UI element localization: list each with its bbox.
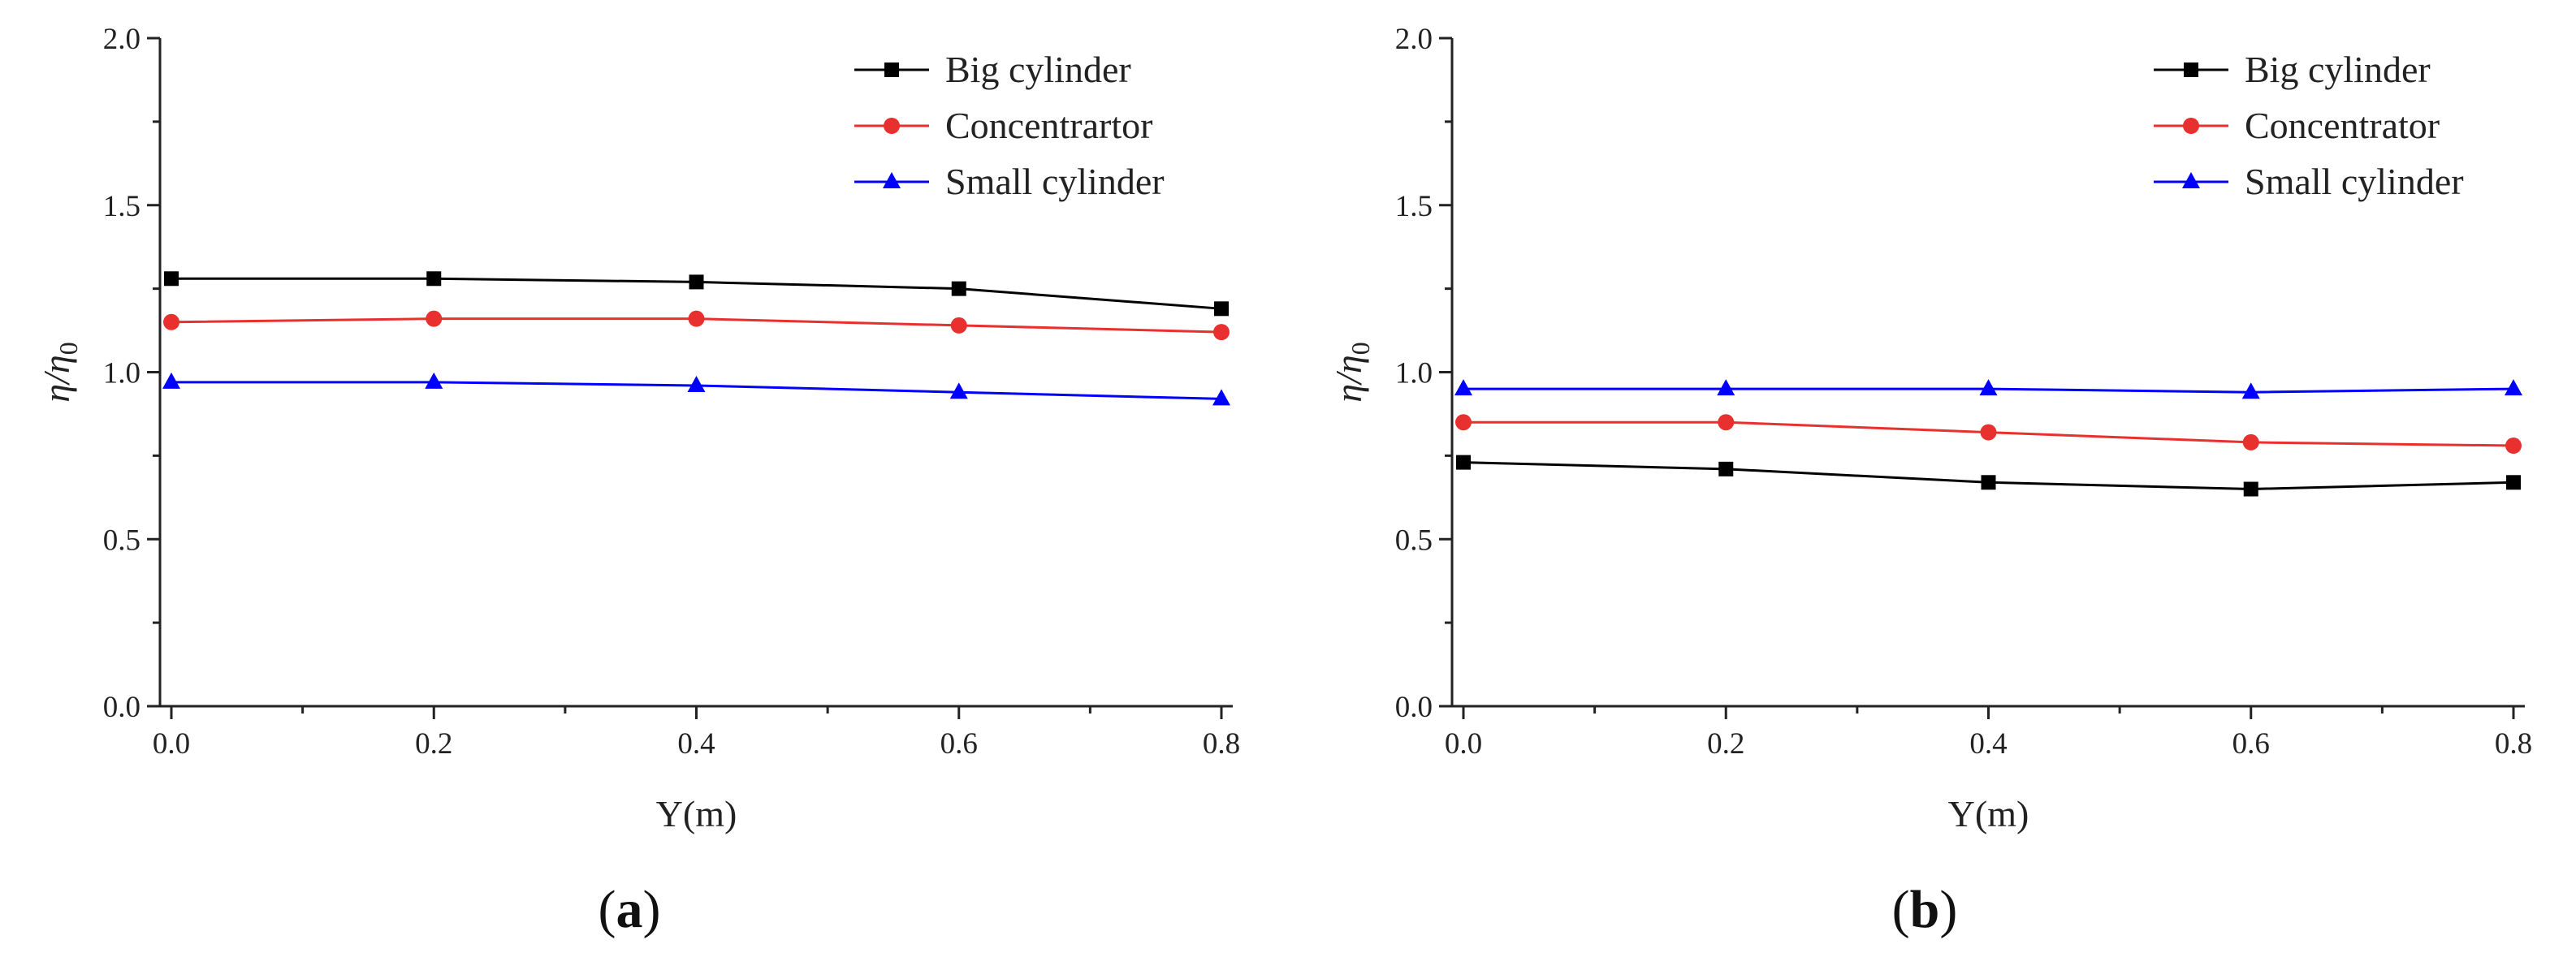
data-point	[164, 271, 179, 287]
legend-entry: Small cylinder	[2154, 161, 2464, 202]
data-point	[687, 375, 706, 392]
y-axis-title-subscript: 0	[1346, 342, 1375, 355]
data-point	[426, 271, 442, 287]
panel-label-letter: a	[616, 880, 643, 939]
chart-panel-a: 0.0 0.5 1.0 1.5 2.0 0.0 0.2 0.4 0.6 0.8 Y(m) η/η0 Bi…	[36, 23, 1240, 939]
legend-label: Small cylinder	[945, 161, 1165, 202]
data-point	[689, 274, 704, 290]
data-point	[2505, 438, 2522, 455]
y-tick-label: 2.0	[1395, 23, 1433, 56]
data-point	[1717, 379, 1735, 396]
y-axis-title: η/η0	[1328, 342, 1375, 402]
legend-label: Concentrator	[2245, 105, 2440, 146]
x-tick-label: 0.0	[1445, 727, 1482, 761]
series-square	[1456, 455, 2521, 497]
series-square	[164, 271, 1229, 317]
x-tick-label: 0.4	[677, 727, 715, 761]
legend-entry: Small cylinder	[854, 161, 1165, 202]
panel-label: (a)	[599, 880, 661, 939]
y-tick-label: 2.0	[103, 23, 140, 56]
series-triangle	[1454, 379, 2522, 399]
data-point	[1718, 461, 1734, 476]
data-point	[1454, 379, 1472, 396]
x-tick-label: 0.8	[2495, 727, 2532, 761]
data-point	[2241, 382, 2260, 399]
data-point	[2506, 475, 2521, 490]
y-tick-label: 0.0	[103, 691, 140, 724]
panel-label-open: (	[1892, 880, 1910, 939]
data-point	[1212, 389, 1230, 406]
x-tick-label: 0.8	[1203, 727, 1240, 761]
data-point	[1979, 379, 1998, 396]
legend-entry: Concentrartor	[854, 105, 1152, 146]
data-point	[1456, 455, 1471, 470]
y-tick-label: 1.5	[1395, 190, 1433, 223]
legend-label: Small cylinder	[2245, 161, 2464, 202]
data-point	[1980, 424, 1997, 441]
legend-marker	[2182, 172, 2200, 188]
legend-label: Big cylinder	[945, 49, 1131, 90]
panel-label-letter: b	[1910, 880, 1940, 939]
legend-marker	[884, 63, 899, 77]
x-tick-label: 0.2	[415, 727, 452, 761]
legend-entry: Concentrator	[2154, 105, 2440, 146]
series-triangle	[162, 372, 1230, 406]
y-tick-label: 0.0	[1395, 691, 1433, 724]
data-point	[2243, 481, 2258, 497]
y-axis-title: η/η0	[36, 342, 83, 402]
y-axis-title-main: η/η	[36, 355, 77, 402]
x-tick-label: 0.0	[153, 727, 190, 761]
panel-label-close: )	[1939, 880, 1957, 939]
chart-panel-b: 0.0 0.5 1.0 1.5 2.0 0.0 0.2 0.4 0.6 0.8 Y(m) η/η0 Bi…	[1328, 23, 2532, 939]
y-tick-label: 0.5	[103, 524, 140, 557]
x-tick-label: 0.6	[940, 727, 978, 761]
y-tick-label: 1.0	[1395, 357, 1433, 390]
x-axis-title: Y(m)	[1948, 793, 2029, 834]
y-tick-label: 1.0	[103, 357, 140, 390]
series-circle	[163, 310, 1230, 341]
panel-label: (b)	[1892, 880, 1958, 939]
data-point	[162, 372, 180, 389]
y-axis-title-subscript: 0	[54, 342, 83, 355]
series-circle	[1455, 414, 2522, 455]
data-point	[2505, 379, 2522, 396]
data-point	[949, 382, 968, 399]
data-point	[163, 313, 179, 330]
data-point	[950, 317, 967, 334]
y-axis-title-main: η/η	[1328, 355, 1369, 402]
data-point	[688, 310, 705, 327]
data-point	[1718, 414, 1735, 431]
legend-label: Big cylinder	[2245, 49, 2431, 90]
data-point	[951, 281, 966, 296]
legend-entry: Big cylinder	[854, 49, 1131, 90]
data-point	[2242, 433, 2259, 451]
legend-marker	[2184, 63, 2198, 77]
x-tick-label: 0.6	[2232, 727, 2270, 761]
legend-entry: Big cylinder	[2154, 49, 2431, 90]
legend-marker	[884, 118, 900, 134]
y-tick-label: 1.5	[103, 190, 140, 223]
data-point	[1455, 414, 1472, 431]
data-point	[1213, 324, 1230, 341]
x-axis-title: Y(m)	[656, 793, 737, 834]
data-point	[426, 310, 443, 327]
x-tick-label: 0.2	[1707, 727, 1744, 761]
legend-marker	[2183, 118, 2199, 134]
panel-label-open: (	[599, 880, 616, 939]
legend-label: Concentrartor	[945, 105, 1152, 146]
x-tick-label: 0.4	[1969, 727, 2007, 761]
data-point	[1981, 475, 1996, 490]
data-point	[425, 372, 443, 389]
panel-label-close: )	[643, 880, 661, 939]
y-tick-label: 0.5	[1395, 524, 1433, 557]
data-point	[1214, 301, 1229, 317]
legend-marker	[883, 172, 901, 188]
